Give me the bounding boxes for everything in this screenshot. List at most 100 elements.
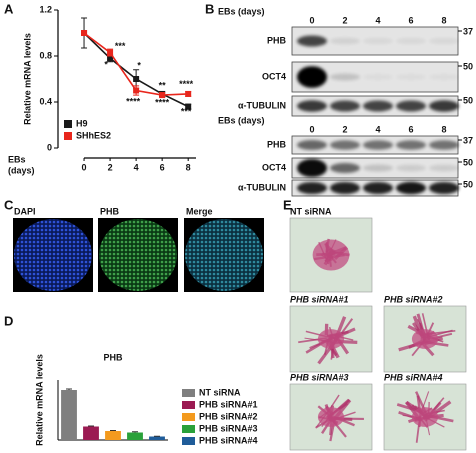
colony — [411, 329, 439, 349]
colony — [411, 407, 439, 427]
marker — [185, 103, 192, 110]
marker-label: 50 — [463, 95, 473, 105]
lane-label: 8 — [441, 15, 446, 25]
y-tick-label: 0.4 — [39, 96, 52, 106]
annotation: * — [137, 61, 141, 71]
band — [330, 73, 360, 81]
marker-label: 50 — [463, 61, 473, 71]
band — [297, 66, 327, 88]
marker — [185, 90, 192, 97]
lane-label: 2 — [342, 15, 347, 25]
channel-label: Merge — [186, 206, 213, 216]
y-axis-label: Relative mRNA levels — [22, 33, 32, 125]
colony — [99, 219, 177, 291]
annotation: * — [104, 60, 108, 70]
band — [297, 159, 327, 177]
channel-label: PHB — [100, 206, 120, 216]
x-tick-label: 2 — [108, 162, 113, 172]
marker-label: 50 — [463, 179, 473, 189]
x-axis-label: (days) — [8, 165, 35, 175]
annotation: **** — [179, 79, 194, 89]
annotation: *** — [181, 107, 192, 117]
image-label: PHB siRNA#1 — [290, 294, 349, 304]
band — [330, 181, 360, 195]
colony — [317, 407, 345, 427]
legend-label: PHB siRNA#2 — [199, 411, 258, 421]
panel-label: C — [4, 197, 14, 212]
band — [363, 181, 393, 195]
y-tick-label: 0 — [47, 142, 52, 152]
marker — [81, 30, 88, 36]
y-axis-label: Relative mRNA levels — [34, 354, 44, 446]
marker — [107, 49, 114, 56]
panel-label: E — [283, 197, 292, 212]
band — [429, 100, 459, 112]
channel-label: DAPI — [14, 206, 36, 216]
x-tick-label: 0 — [82, 162, 87, 172]
band — [396, 74, 426, 80]
annotation: **** — [126, 96, 141, 106]
lane-label: 2 — [342, 124, 347, 134]
bar — [127, 432, 143, 440]
colony — [312, 239, 350, 271]
lane-label: 4 — [375, 124, 380, 134]
row-label: OCT4 — [262, 71, 286, 81]
band — [429, 140, 459, 150]
panel-label: B — [205, 1, 214, 16]
marker-label: 37 — [463, 26, 473, 36]
band — [297, 181, 327, 195]
band — [297, 35, 327, 47]
image-label: PHB siRNA#3 — [290, 372, 349, 382]
legend-label: PHB siRNA#4 — [199, 435, 258, 445]
band — [429, 164, 459, 172]
band — [297, 100, 327, 112]
lane-label: 4 — [375, 15, 380, 25]
band — [396, 140, 426, 150]
lane-label: 0 — [309, 15, 314, 25]
image-label: NT siRNA — [290, 206, 332, 216]
colony — [317, 329, 345, 349]
band — [330, 100, 360, 112]
image-label: PHB siRNA#4 — [384, 372, 443, 382]
marker — [133, 87, 140, 94]
x-tick-label: 6 — [160, 162, 165, 172]
bar — [83, 426, 99, 440]
marker — [107, 55, 114, 62]
band — [363, 37, 393, 45]
band — [330, 37, 360, 45]
band — [363, 140, 393, 150]
legend-label: H9 — [76, 118, 88, 128]
error-bar — [88, 425, 94, 427]
band — [330, 140, 360, 150]
lane-label: 0 — [309, 124, 314, 134]
bar — [61, 390, 77, 440]
panel-label: D — [4, 313, 13, 328]
row-label: α-TUBULIN — [238, 182, 286, 192]
legend-label: PHB siRNA#1 — [199, 399, 258, 409]
annotation: ** — [159, 80, 167, 90]
row-label: PHB — [267, 139, 287, 149]
band — [363, 100, 393, 112]
marker-label: 37 — [463, 135, 473, 145]
error-bar — [110, 430, 116, 431]
lane-label: 6 — [408, 124, 413, 134]
error-bar — [66, 388, 72, 390]
legend-swatch — [64, 132, 72, 140]
bar — [149, 436, 165, 440]
row-label: α-TUBULIN — [238, 100, 286, 110]
error-bar — [132, 431, 138, 433]
annotation: **** — [155, 98, 170, 108]
marker — [133, 76, 140, 82]
row-label: PHB — [267, 35, 287, 45]
band — [396, 100, 426, 112]
band — [363, 164, 393, 172]
band — [396, 164, 426, 172]
band — [429, 37, 459, 45]
y-tick-label: 0.8 — [39, 50, 52, 60]
band — [330, 163, 360, 173]
band — [396, 37, 426, 45]
legend-label: SHhES2 — [76, 130, 111, 140]
legend-swatch — [182, 401, 195, 409]
x-tick-label: 8 — [186, 162, 191, 172]
legend-swatch — [182, 425, 195, 433]
